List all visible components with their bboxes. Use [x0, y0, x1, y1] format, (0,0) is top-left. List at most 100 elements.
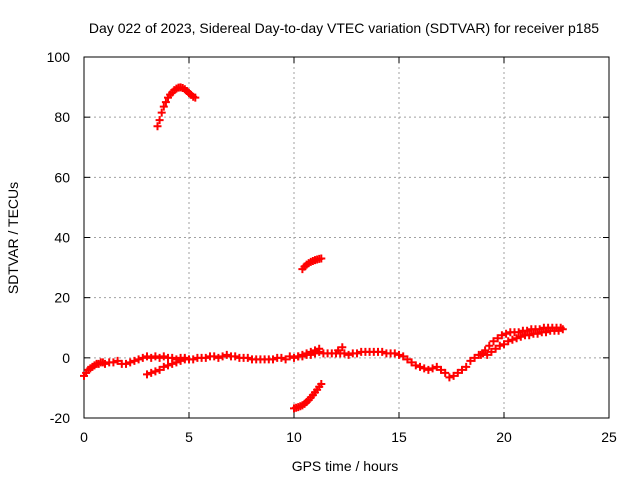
data-point [161, 98, 170, 107]
data-point [470, 353, 479, 362]
data-point [432, 362, 441, 371]
data-point [466, 356, 475, 365]
data-point [281, 355, 290, 364]
data-point [147, 353, 156, 362]
data-point [416, 362, 424, 371]
data-point [340, 349, 349, 358]
data-point [533, 329, 542, 338]
data-point [495, 341, 504, 350]
data-point [420, 364, 429, 373]
data-point [151, 352, 160, 361]
data-point [481, 346, 490, 355]
data-point [424, 365, 433, 374]
data-point [189, 355, 198, 364]
data-point [493, 334, 502, 343]
data-point [109, 358, 118, 367]
x-tick-label: 15 [391, 429, 407, 445]
data-point [462, 362, 471, 371]
x-tick-label: 20 [496, 429, 512, 445]
data-point [130, 356, 139, 365]
data-point [441, 368, 450, 377]
data-point [535, 325, 544, 334]
data-point [556, 323, 565, 332]
data-point [525, 331, 534, 340]
y-tick-label: 20 [54, 290, 70, 306]
data-point [243, 353, 252, 362]
data-point [516, 332, 525, 341]
data-point [353, 349, 361, 358]
data-point [180, 355, 189, 364]
data-point [101, 359, 109, 368]
data-point [172, 358, 181, 367]
data-point [411, 361, 420, 370]
data-point [298, 350, 307, 359]
x-axis-label: GPS time / hours [292, 458, 399, 474]
data-point [508, 335, 517, 344]
data-point [453, 368, 462, 377]
data-point [487, 347, 496, 356]
data-point [523, 326, 532, 335]
data-point [344, 350, 353, 359]
data-point [210, 352, 219, 361]
data-point [155, 116, 164, 125]
data-point [126, 358, 135, 367]
data-point [201, 353, 210, 362]
x-tick-label: 25 [601, 429, 617, 445]
data-point [151, 367, 160, 376]
grid-lines [84, 57, 609, 418]
data-point [155, 365, 164, 374]
data-point [491, 344, 500, 353]
chart-title: Day 022 of 2023, Sidereal Day-to-day VTE… [89, 20, 599, 36]
data-point [306, 347, 315, 356]
data-point [157, 108, 166, 117]
x-tick-label: 5 [185, 429, 193, 445]
data-point [311, 346, 319, 355]
data-point [497, 331, 506, 340]
data-point [222, 350, 231, 359]
data-point [504, 337, 513, 346]
x-tick-label: 10 [286, 429, 302, 445]
data-point [290, 353, 298, 362]
data-point [159, 362, 168, 371]
data-point [514, 328, 523, 337]
data-point [399, 352, 408, 361]
y-axis-label: SDTVAR / TECUs [5, 182, 21, 294]
data-point [159, 352, 168, 361]
data-point [218, 352, 227, 361]
data-point [147, 368, 156, 377]
data-point [390, 349, 399, 358]
data-point [338, 343, 347, 352]
data-point [395, 350, 403, 359]
data-point [138, 353, 147, 362]
data-points [80, 83, 567, 413]
data-point [378, 347, 387, 356]
axes: 0 5 10 15 20 25 -20 0 20 40 60 80 100 [47, 49, 617, 445]
data-point [489, 337, 498, 346]
y-tick-label: -20 [50, 410, 70, 426]
data-point [294, 352, 303, 361]
data-point [134, 355, 143, 364]
y-tick-label: 80 [54, 109, 70, 125]
data-point [428, 364, 437, 373]
x-tick-label: 0 [80, 429, 88, 445]
data-point [512, 334, 521, 343]
data-point [542, 328, 550, 337]
data-point [445, 373, 454, 382]
data-point [476, 350, 485, 359]
data-point [407, 358, 416, 367]
data-point [113, 356, 122, 365]
y-tick-label: 40 [54, 230, 70, 246]
data-point [485, 341, 494, 350]
data-point [277, 353, 286, 362]
data-point [122, 359, 130, 368]
data-point [437, 365, 445, 374]
data-point [500, 340, 508, 349]
data-point [168, 359, 177, 368]
data-point [155, 353, 164, 362]
data-point [143, 352, 151, 361]
y-tick-label: 60 [54, 169, 70, 185]
y-tick-label: 100 [47, 49, 71, 65]
data-point [214, 353, 223, 362]
y-tick-label: 0 [62, 350, 70, 366]
